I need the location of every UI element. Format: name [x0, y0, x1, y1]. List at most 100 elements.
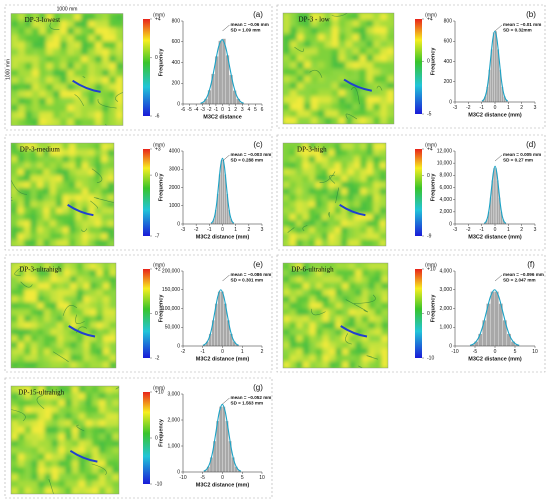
map-cell	[296, 103, 305, 111]
map-cell	[334, 233, 342, 241]
map-cell	[24, 467, 32, 475]
map-cell	[340, 188, 348, 195]
x-axis-label: M3C2 distance (mm)	[196, 356, 250, 362]
x-tick-label: -1	[479, 227, 484, 233]
annotation: mean = −0.06 mm	[231, 22, 269, 27]
map-cell	[92, 433, 100, 441]
panel-frame	[4, 4, 273, 131]
map-cell	[289, 220, 297, 228]
map-cell	[331, 13, 339, 21]
map-cell	[102, 302, 110, 310]
map-cell	[50, 302, 58, 310]
map-cell	[53, 34, 61, 42]
map-cell	[24, 433, 32, 441]
hist-bar	[221, 38, 226, 105]
map-cell	[30, 181, 38, 189]
map-cell	[43, 348, 51, 356]
map-cell	[315, 348, 323, 356]
map-cell	[17, 446, 25, 454]
hist-bar	[222, 160, 225, 225]
map-cell	[98, 480, 106, 488]
map-cell	[78, 480, 86, 488]
map-crack	[115, 92, 123, 102]
map-cell	[387, 13, 394, 21]
map-cell	[50, 328, 58, 336]
map-cell	[374, 308, 382, 316]
map-cell	[303, 89, 312, 97]
map-cell	[381, 348, 388, 356]
map-cell	[109, 289, 116, 297]
map-cell	[11, 289, 19, 297]
map-cell	[11, 155, 18, 163]
map-cell	[102, 322, 110, 330]
map-cell	[23, 194, 31, 202]
map-crack	[20, 281, 33, 288]
map-cell	[24, 361, 32, 368]
map-cell	[62, 194, 70, 202]
map-streak	[67, 203, 94, 217]
colorbar-tick-label: -6	[155, 113, 160, 119]
map-cell	[322, 354, 330, 362]
map-cell	[359, 96, 367, 104]
map-cell	[109, 104, 117, 112]
map-cell	[56, 322, 64, 330]
map-cell	[25, 62, 33, 70]
map-cell	[340, 194, 348, 202]
map-cell	[322, 335, 330, 343]
map-cell	[366, 143, 374, 150]
map-cell	[324, 117, 333, 124]
map-cell	[289, 239, 297, 246]
map-cell	[361, 289, 369, 297]
map-cell	[289, 117, 298, 124]
map-cell	[335, 282, 343, 290]
map-cell	[92, 392, 100, 400]
map-cell	[95, 118, 103, 126]
map-cell	[75, 175, 83, 183]
map-cell	[81, 27, 89, 35]
map-cell	[31, 406, 39, 414]
x-tick-label: 3	[241, 107, 244, 113]
map-cell	[50, 361, 58, 368]
panel-label: (b)	[526, 10, 536, 19]
map-cell	[331, 54, 339, 63]
map-cell	[88, 239, 96, 246]
map-cell	[56, 341, 64, 349]
map-cell	[24, 386, 32, 394]
map	[10, 262, 117, 369]
map-cell	[283, 103, 291, 111]
map-cell	[109, 97, 117, 105]
map-cell	[353, 233, 361, 241]
map-cell	[32, 83, 40, 91]
map-cell	[334, 213, 342, 221]
map-cell	[94, 200, 102, 208]
map-cell	[65, 399, 73, 407]
map-cell	[60, 111, 68, 119]
map-cell	[39, 34, 47, 42]
map-cell	[17, 399, 25, 407]
map-cell	[380, 75, 388, 83]
map-cell	[116, 55, 123, 63]
map-cells	[283, 263, 388, 368]
map-cell	[296, 289, 304, 297]
map-cell	[83, 295, 91, 303]
map-cell	[107, 155, 114, 163]
map-cell	[328, 168, 335, 176]
map-cell	[24, 289, 32, 297]
map-width-label: 1000 mm	[57, 6, 78, 12]
map-cell	[283, 89, 291, 97]
map-cell	[18, 97, 26, 105]
map-cell	[17, 207, 25, 215]
map-cell	[309, 269, 317, 277]
map-cell	[46, 34, 54, 42]
map-cell	[36, 143, 44, 150]
map-cell	[11, 104, 19, 112]
map-cell	[315, 315, 323, 323]
map-cell	[102, 62, 110, 70]
map-cell	[17, 480, 25, 488]
map-cell	[44, 480, 52, 488]
map-cell	[296, 33, 305, 42]
map-cell	[366, 75, 374, 83]
map-cell	[30, 188, 38, 195]
map-cell	[109, 341, 116, 349]
map-cell	[355, 335, 363, 343]
